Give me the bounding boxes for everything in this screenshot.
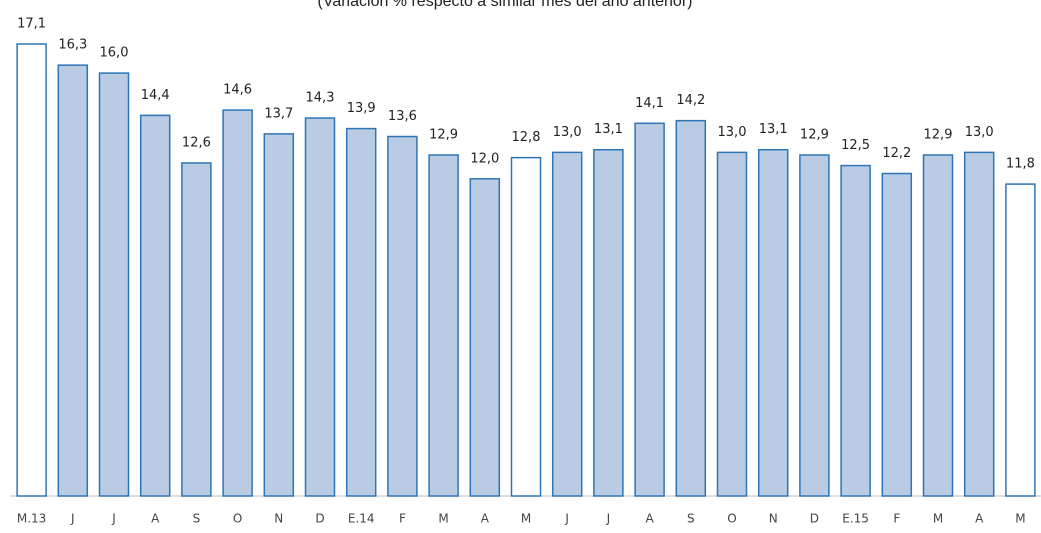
chart-subtitle: (Variación % respecto a similar mes del … <box>318 0 693 10</box>
value-label: 12,6 <box>182 135 211 150</box>
value-label: 13,0 <box>965 125 994 140</box>
bar <box>181 162 212 497</box>
value-label: 13,1 <box>594 122 623 137</box>
value-label: 12,9 <box>429 128 458 143</box>
bar <box>593 148 624 497</box>
value-label: 12,9 <box>800 128 829 143</box>
x-tick-label: J <box>111 512 116 526</box>
value-label: 13,6 <box>388 109 417 124</box>
x-tick-label: J <box>606 512 611 526</box>
bar <box>551 151 583 497</box>
x-tick-label: N <box>769 512 778 526</box>
x-tick-label: D <box>810 512 819 526</box>
bar <box>634 122 665 497</box>
bar <box>428 154 459 497</box>
value-label: 14,2 <box>676 93 705 108</box>
x-tick-label: N <box>274 512 283 526</box>
value-label: 14,4 <box>141 88 170 103</box>
bar <box>881 172 913 497</box>
x-tick-label: O <box>727 512 736 526</box>
x-tick-label: D <box>315 512 324 526</box>
x-tick-label: M <box>438 512 448 526</box>
value-label: 13,9 <box>347 101 376 116</box>
x-tick-label: M <box>933 512 943 526</box>
x-tick-label: M <box>521 512 531 526</box>
value-label: 17,1 <box>17 17 46 32</box>
x-tick-label: J <box>564 512 569 526</box>
bar <box>799 154 830 497</box>
value-label: 12,5 <box>841 138 870 153</box>
value-label: 12,9 <box>924 128 953 143</box>
x-tick-label: O <box>233 512 242 526</box>
x-tick-label: M <box>1015 512 1025 526</box>
x-tick-label: A <box>645 512 654 526</box>
bar <box>387 135 418 497</box>
value-label: 13,0 <box>718 125 747 140</box>
x-tick-label: A <box>481 512 490 526</box>
value-label: 13,1 <box>759 122 788 137</box>
bar <box>716 151 748 497</box>
x-tick-label: J <box>70 512 75 526</box>
x-tick-label: F <box>893 512 900 526</box>
x-tick-label: S <box>193 512 201 526</box>
value-label: 12,2 <box>882 146 911 161</box>
x-tick-label: S <box>687 512 695 526</box>
bar <box>98 72 130 497</box>
value-label: 12,8 <box>512 130 541 145</box>
x-tick-label: E.15 <box>842 512 869 526</box>
bar <box>57 64 89 497</box>
bar <box>963 151 995 497</box>
value-label: 13,0 <box>553 125 582 140</box>
value-label: 13,7 <box>264 106 293 121</box>
bar <box>922 154 954 497</box>
value-label: 14,6 <box>223 83 252 98</box>
bar <box>139 114 171 497</box>
value-label: 11,8 <box>1006 157 1035 172</box>
bar <box>469 178 501 497</box>
x-tick-label: A <box>151 512 160 526</box>
bar <box>510 156 542 497</box>
bar <box>16 43 47 497</box>
value-label: 16,3 <box>58 38 87 53</box>
bar <box>1005 183 1036 497</box>
bar <box>263 133 295 497</box>
x-tick-label: M.13 <box>17 512 46 526</box>
bar <box>222 109 253 497</box>
value-label: 14,1 <box>635 96 664 111</box>
x-tick-label: F <box>399 512 406 526</box>
bar <box>675 119 707 497</box>
x-tick-label: A <box>975 512 984 526</box>
value-label: 14,3 <box>306 91 335 106</box>
bar <box>757 148 789 497</box>
bar <box>840 164 871 497</box>
value-label: 12,0 <box>470 151 499 166</box>
value-label: 16,0 <box>100 46 129 61</box>
x-tick-label: E.14 <box>348 512 375 526</box>
bar <box>345 127 377 497</box>
bar <box>304 117 336 497</box>
